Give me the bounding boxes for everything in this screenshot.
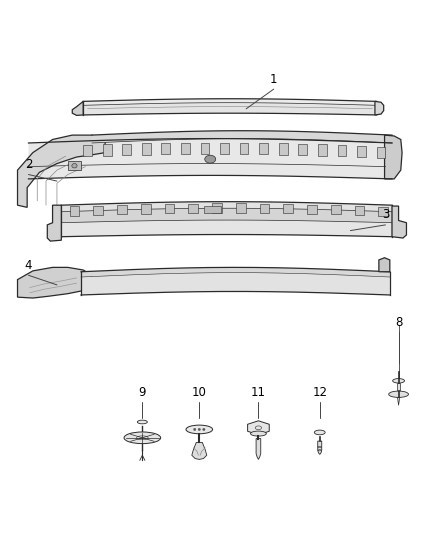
Polygon shape (117, 205, 127, 214)
Polygon shape (375, 101, 384, 115)
Polygon shape (83, 99, 377, 106)
Polygon shape (201, 142, 209, 154)
Polygon shape (204, 206, 221, 213)
Polygon shape (212, 204, 222, 213)
Ellipse shape (389, 391, 409, 398)
Polygon shape (357, 146, 366, 157)
Polygon shape (385, 135, 402, 179)
Polygon shape (142, 143, 151, 155)
Polygon shape (279, 143, 288, 155)
Polygon shape (61, 208, 392, 223)
Ellipse shape (138, 420, 147, 424)
Polygon shape (122, 143, 131, 155)
Polygon shape (83, 145, 92, 156)
Text: 2: 2 (25, 158, 32, 171)
Polygon shape (338, 145, 346, 157)
Polygon shape (256, 439, 261, 459)
Ellipse shape (205, 155, 215, 163)
Polygon shape (307, 205, 317, 214)
Text: 11: 11 (251, 386, 266, 399)
Polygon shape (283, 204, 293, 213)
Text: 9: 9 (138, 386, 146, 399)
Polygon shape (378, 207, 388, 216)
Polygon shape (18, 268, 92, 298)
Polygon shape (377, 147, 385, 158)
Polygon shape (61, 201, 392, 212)
Circle shape (198, 429, 201, 431)
Polygon shape (81, 273, 390, 295)
Polygon shape (181, 143, 190, 154)
Circle shape (203, 429, 205, 431)
Text: 1: 1 (270, 72, 278, 86)
Text: 3: 3 (382, 208, 389, 221)
Polygon shape (28, 139, 392, 179)
Polygon shape (355, 206, 364, 215)
Polygon shape (236, 204, 246, 213)
Text: 4: 4 (25, 259, 32, 272)
Ellipse shape (124, 432, 161, 443)
Polygon shape (260, 204, 269, 213)
Polygon shape (318, 144, 327, 156)
Text: 10: 10 (192, 386, 207, 399)
Polygon shape (68, 161, 81, 170)
Polygon shape (318, 441, 322, 455)
Polygon shape (165, 204, 174, 213)
Polygon shape (240, 143, 248, 154)
Polygon shape (392, 206, 406, 238)
Polygon shape (141, 205, 151, 214)
Ellipse shape (72, 164, 77, 168)
Polygon shape (192, 442, 207, 459)
Ellipse shape (251, 431, 266, 436)
Polygon shape (397, 398, 400, 405)
Text: 12: 12 (312, 386, 327, 399)
Ellipse shape (392, 378, 405, 383)
Polygon shape (162, 143, 170, 154)
Ellipse shape (314, 430, 325, 435)
Polygon shape (93, 206, 103, 215)
Polygon shape (61, 220, 392, 237)
Polygon shape (397, 384, 400, 391)
Polygon shape (18, 135, 105, 207)
Polygon shape (188, 204, 198, 213)
Polygon shape (83, 103, 377, 115)
Text: 8: 8 (395, 316, 402, 329)
Polygon shape (259, 143, 268, 155)
Polygon shape (70, 206, 79, 216)
Ellipse shape (186, 425, 212, 434)
Polygon shape (81, 268, 390, 277)
Polygon shape (379, 258, 390, 272)
Polygon shape (298, 144, 307, 155)
Polygon shape (331, 205, 341, 214)
Polygon shape (103, 144, 112, 156)
Polygon shape (92, 131, 392, 143)
Polygon shape (220, 143, 229, 154)
Polygon shape (72, 101, 83, 115)
Circle shape (194, 429, 196, 431)
Polygon shape (47, 205, 61, 241)
Polygon shape (247, 421, 269, 435)
